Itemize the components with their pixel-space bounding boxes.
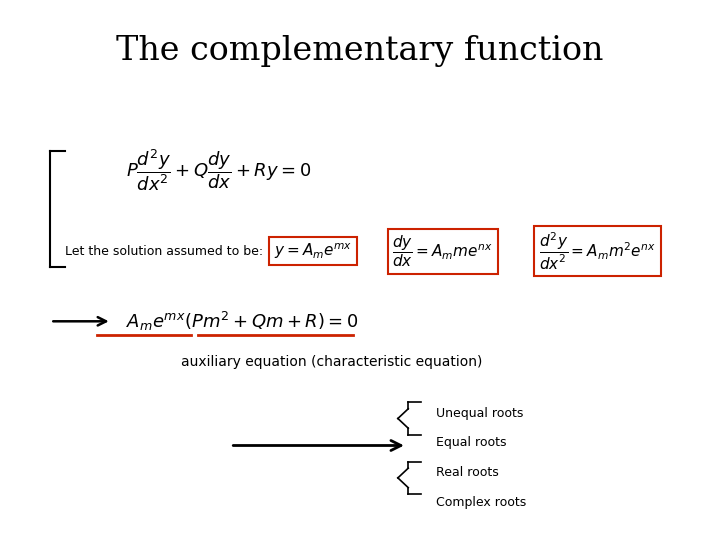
Text: Real roots: Real roots (436, 466, 498, 479)
Text: $P\dfrac{d^2y}{dx^2} + Q\dfrac{dy}{dx} + Ry = 0$: $P\dfrac{d^2y}{dx^2} + Q\dfrac{dy}{dx} +… (126, 147, 311, 193)
Text: $y = A_m e^{mx}$: $y = A_m e^{mx}$ (274, 241, 352, 261)
Text: $A_m e^{mx}(Pm^2 + Qm + R) = 0$: $A_m e^{mx}(Pm^2 + Qm + R) = 0$ (126, 310, 359, 333)
Text: auxiliary equation (characteristic equation): auxiliary equation (characteristic equat… (181, 355, 482, 369)
Text: $\dfrac{dy}{dx} = A_m me^{nx}$: $\dfrac{dy}{dx} = A_m me^{nx}$ (392, 233, 493, 269)
Text: Complex roots: Complex roots (436, 496, 526, 509)
Text: Let the solution assumed to be:: Let the solution assumed to be: (65, 245, 263, 258)
Text: Equal roots: Equal roots (436, 436, 506, 449)
Text: $\dfrac{d^2y}{dx^2} = A_m m^2 e^{nx}$: $\dfrac{d^2y}{dx^2} = A_m m^2 e^{nx}$ (539, 231, 656, 272)
Text: The complementary function: The complementary function (117, 35, 603, 67)
Text: Unequal roots: Unequal roots (436, 407, 523, 420)
